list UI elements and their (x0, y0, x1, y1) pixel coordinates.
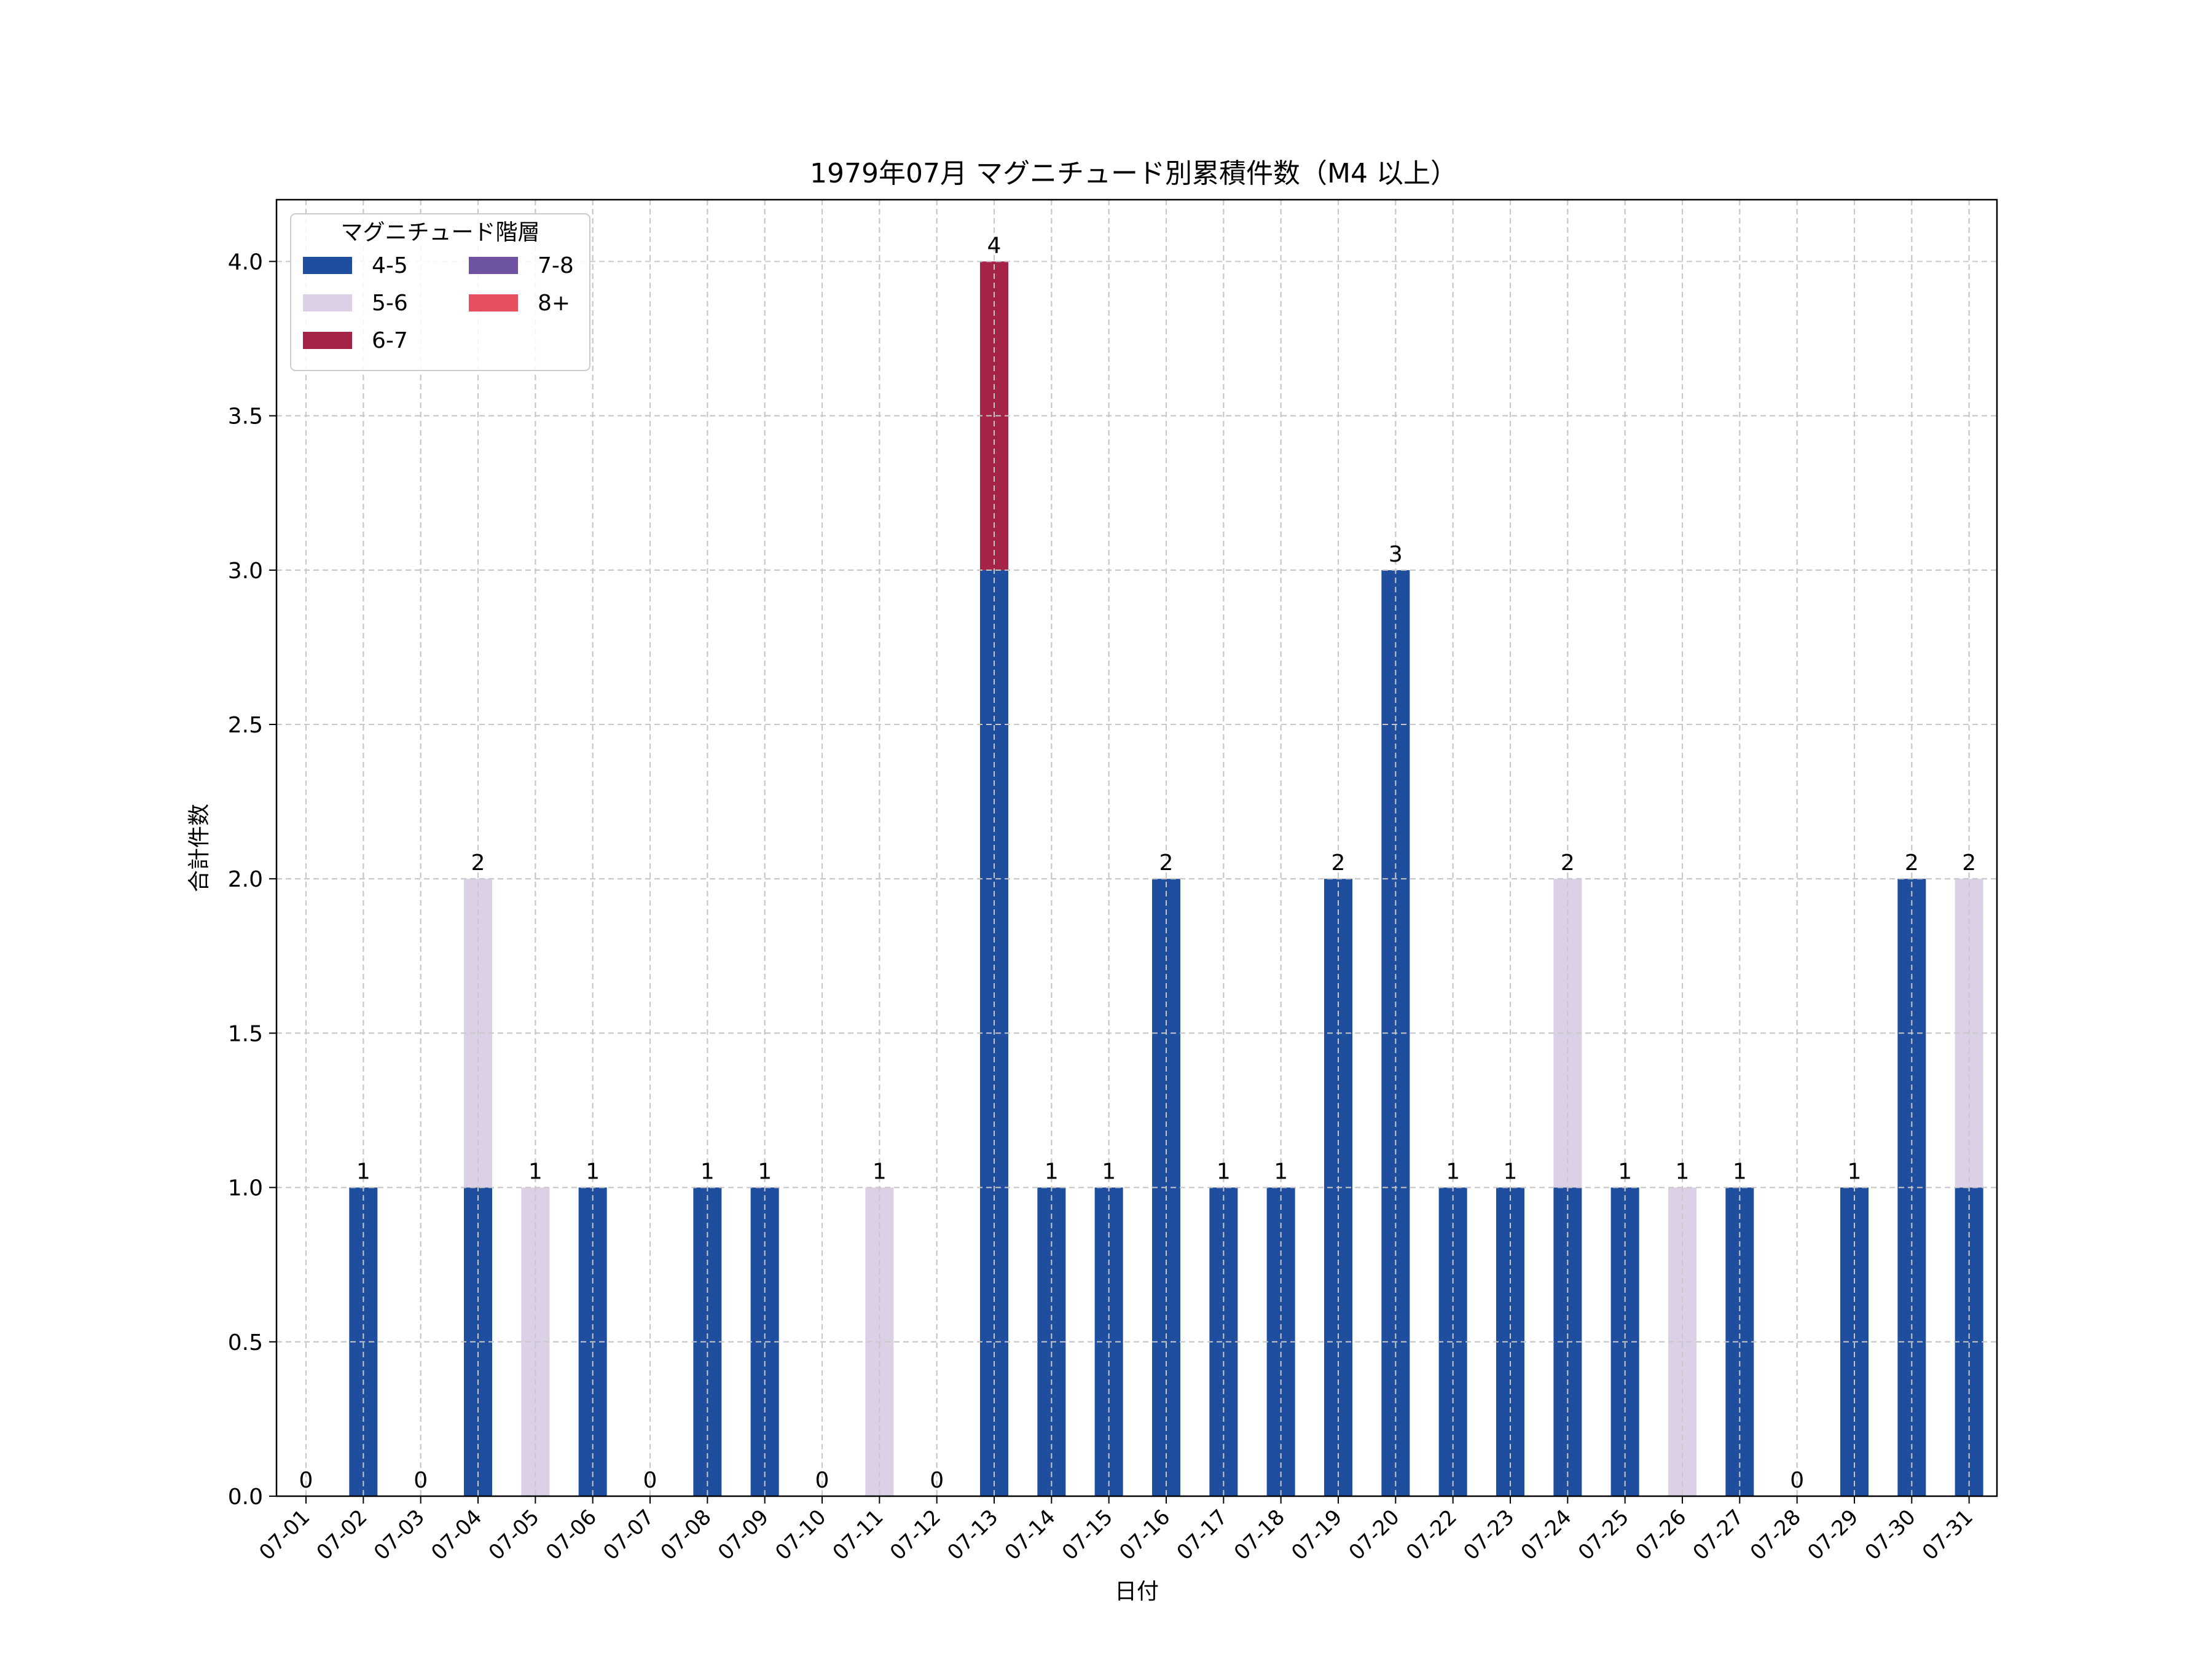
y-tick-label: 0.5 (228, 1330, 263, 1355)
bar-total-label: 0 (643, 1468, 657, 1493)
legend-swatch-8+ (469, 294, 518, 312)
y-axis: 0.0 0.5 1.0 1.5 2.0 2.5 3.0 3.5 4.0 (228, 249, 276, 1510)
legend-box (290, 213, 590, 371)
chart-title: 1979年07月 マグニチュード別累積件数（M4 以上） (810, 158, 1457, 189)
legend-title: マグニチュード階層 (340, 220, 539, 245)
legend-swatch-6-7 (303, 332, 352, 349)
bar-total-label: 1 (1676, 1159, 1690, 1185)
bar-total-label: 2 (471, 850, 485, 876)
bar-total-label: 1 (356, 1159, 371, 1185)
bar-total-label: 2 (1905, 850, 1919, 876)
legend-label-7-8: 7-8 (538, 253, 574, 278)
y-tick-label: 3.0 (228, 559, 263, 584)
bar-total-label: 1 (1102, 1159, 1116, 1185)
bar-total-label: 1 (1217, 1159, 1231, 1185)
y-axis-label: 合計件数 (187, 804, 212, 892)
bar-total-label: 4 (987, 233, 1002, 258)
bar-total-label: 1 (1618, 1159, 1632, 1185)
bar-total-label: 1 (873, 1159, 887, 1185)
y-tick-label: 1.0 (228, 1176, 263, 1201)
legend-label-4-5: 4-5 (372, 253, 408, 278)
bar-total-label: 1 (1733, 1159, 1747, 1185)
plot-frame (275, 198, 1998, 1497)
bar-total-label: 0 (930, 1468, 944, 1493)
bar-total-label: 1 (700, 1159, 715, 1185)
bar-total-label: 2 (1962, 850, 1976, 876)
bar-total-label: 1 (1848, 1159, 1862, 1185)
bar-total-label: 1 (1504, 1159, 1518, 1185)
bar-total-label: 0 (414, 1468, 428, 1493)
y-tick-label: 3.5 (228, 404, 263, 429)
legend-label-8+: 8+ (538, 291, 570, 316)
bar-total-label: 2 (1159, 850, 1174, 876)
bar-total-label: 3 (1389, 542, 1403, 567)
legend-label-5-6: 5-6 (372, 291, 408, 316)
legend-swatch-7-8 (469, 257, 518, 274)
bar-total-label: 1 (1274, 1159, 1288, 1185)
bar-total-label: 2 (1332, 850, 1346, 876)
y-tick-label: 0.0 (228, 1484, 263, 1510)
bar-total-label: 2 (1561, 850, 1575, 876)
legend-swatch-5-6 (303, 294, 352, 312)
y-tick-label: 2.5 (228, 713, 263, 738)
legend-swatch-4-5 (303, 257, 352, 274)
y-tick-label: 1.5 (228, 1021, 263, 1046)
legend: マグニチュード階層 4-5 5-6 6-7 7-8 8+ (290, 213, 590, 371)
legend-label-6-7: 6-7 (372, 328, 408, 353)
bar-total-label: 0 (1790, 1468, 1804, 1493)
y-tick-label: 2.0 (228, 867, 263, 892)
bar-total-labels: 0 1 0 2 1 1 0 1 1 0 1 0 4 1 1 2 1 1 2 3 1 1 2 1 1 1 0 1 2 2 (276, 200, 1997, 1497)
bar-total-label: 1 (528, 1159, 543, 1185)
bar-total-label: 1 (586, 1159, 600, 1185)
bar-total-label: 1 (758, 1159, 772, 1185)
bar-total-label: 1 (1446, 1159, 1460, 1185)
x-axis-label: 日付 (1115, 1579, 1159, 1604)
bar-total-label: 0 (815, 1468, 830, 1493)
bar-total-label: 0 (299, 1468, 313, 1493)
y-tick-label: 4.0 (228, 249, 263, 275)
bar-total-label: 1 (1045, 1159, 1059, 1185)
